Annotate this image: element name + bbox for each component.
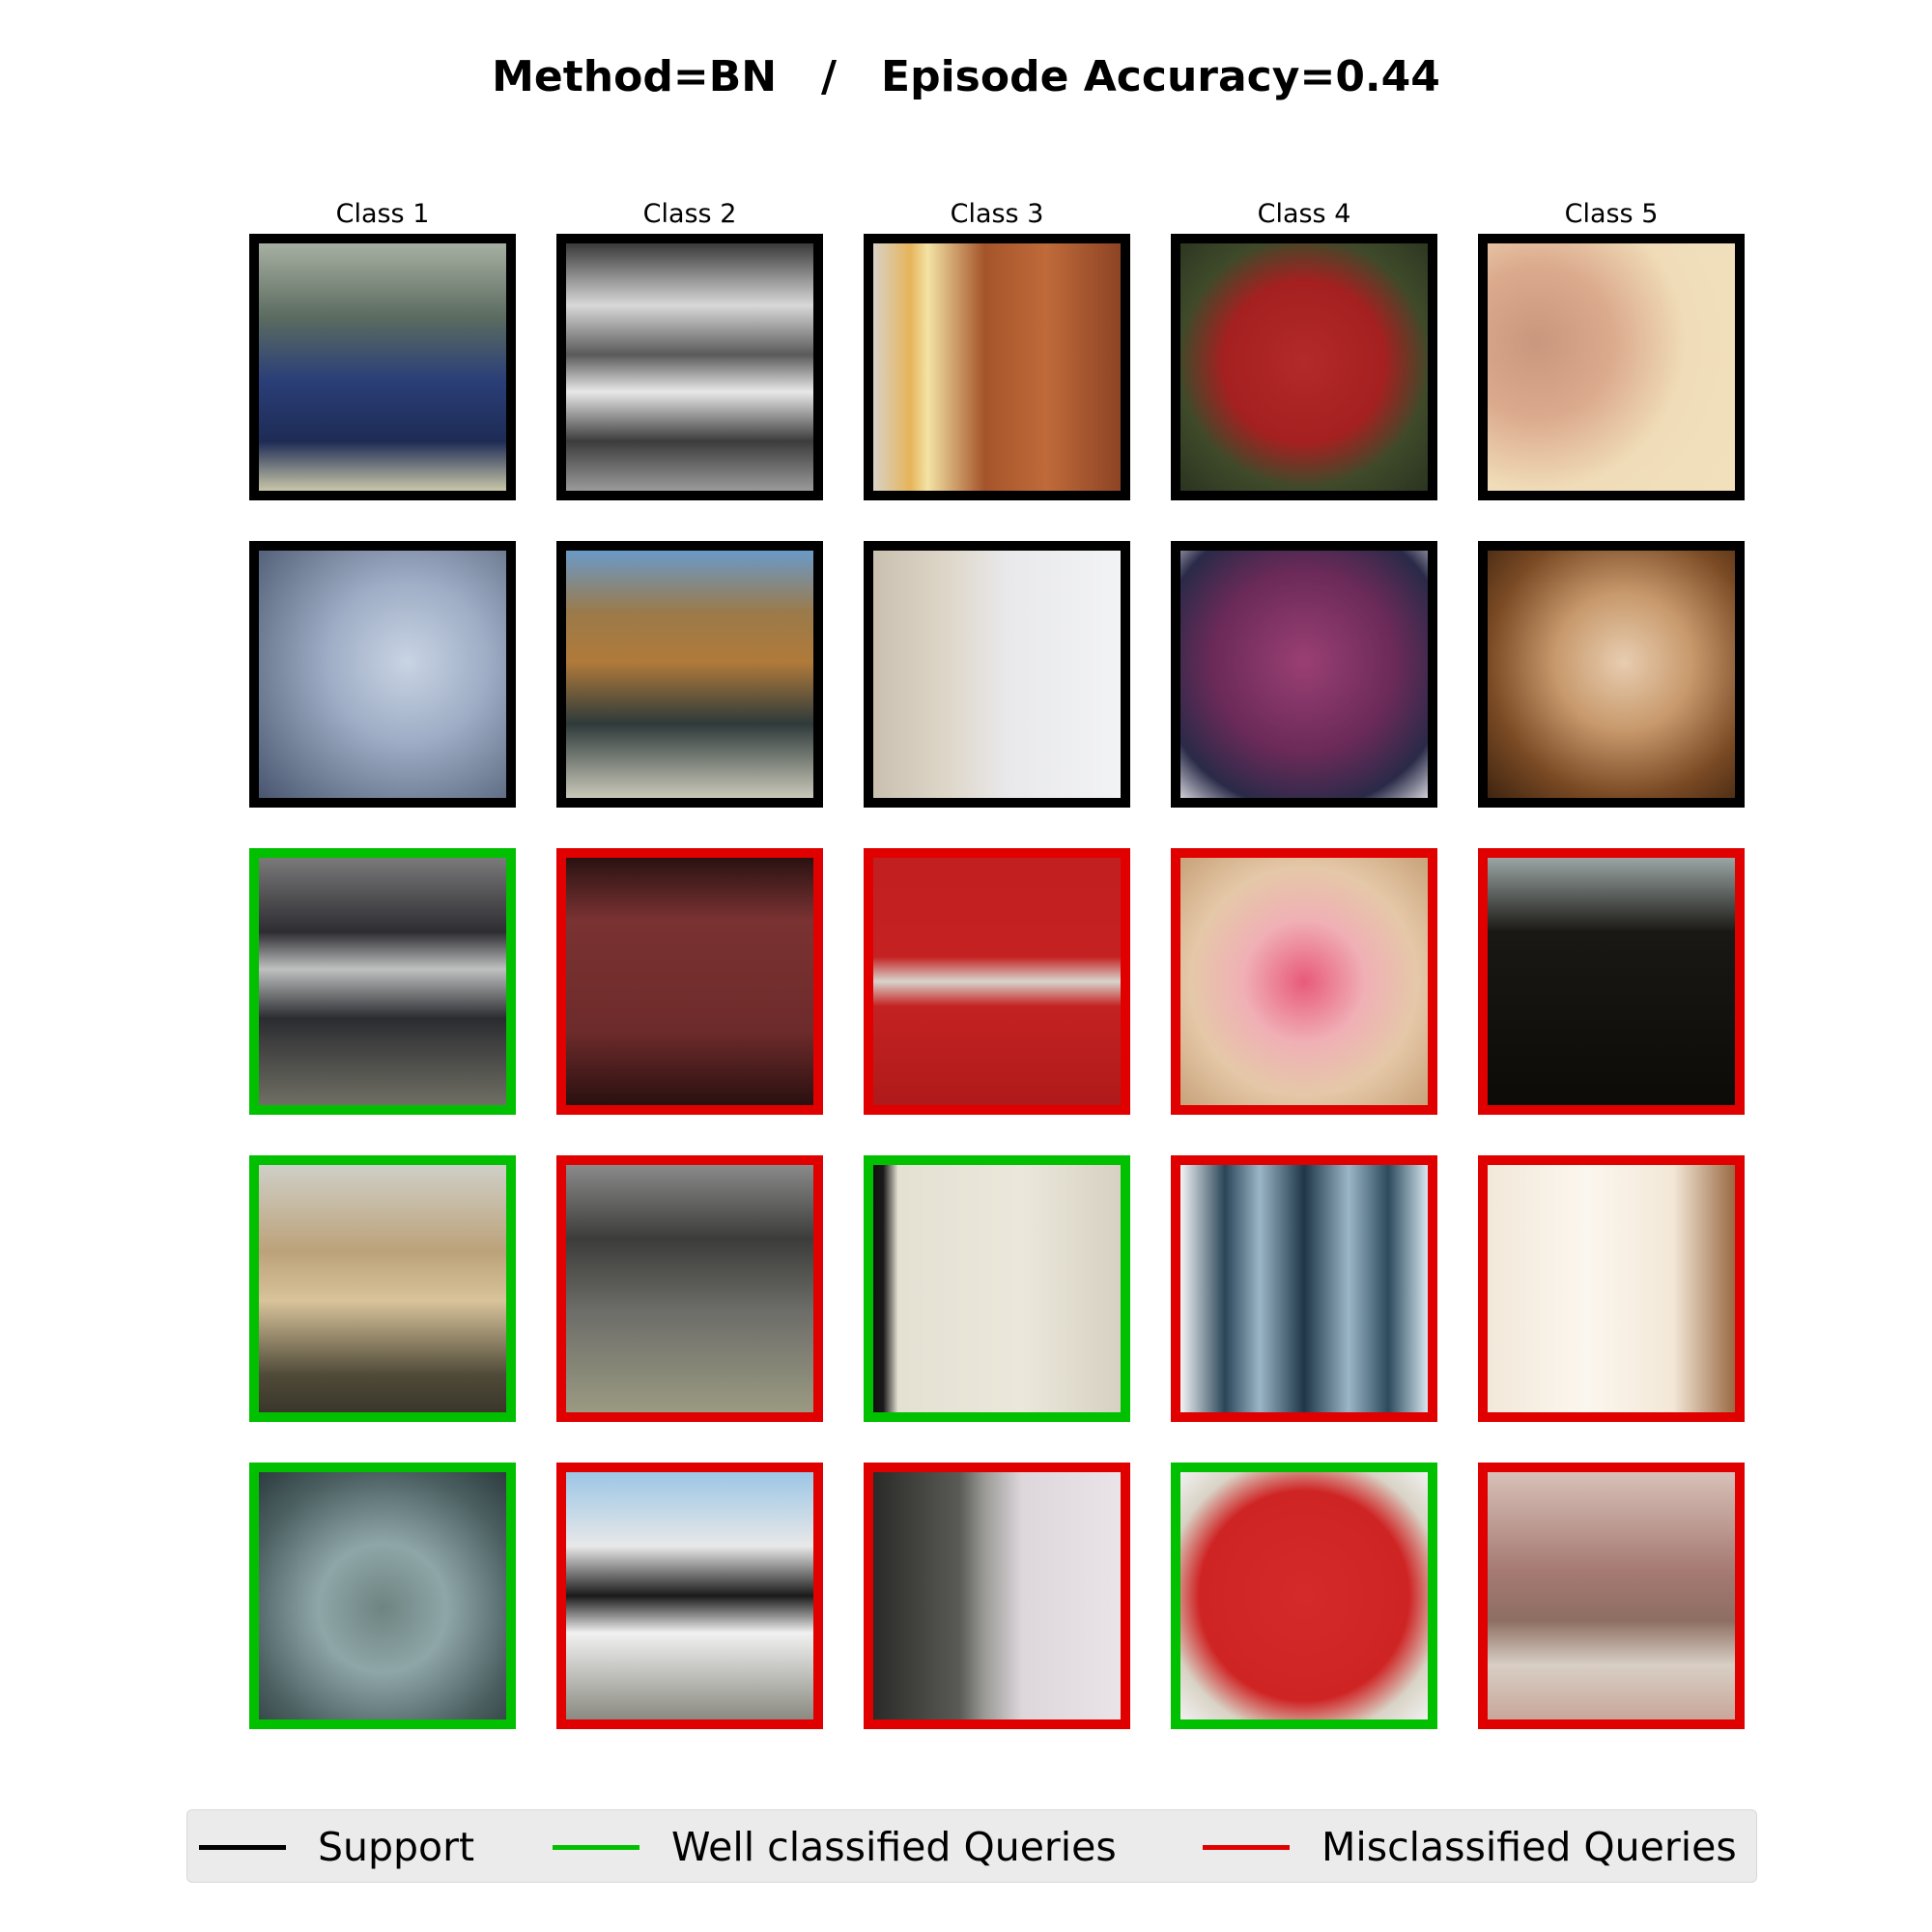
pickup-truck-image: [566, 243, 813, 491]
thumbnail-support-r2-class-4: [1171, 541, 1437, 808]
legend-label-misclassified: Misclassified Queries: [1321, 1824, 1737, 1870]
column-label-class-2: Class 2: [642, 199, 737, 229]
refrigerator-cream-image: [873, 1165, 1121, 1412]
blue-stripes-image: [1180, 1165, 1428, 1412]
legend-item-well-classified: Well classified Queries: [553, 1810, 1117, 1884]
column-label-class-3: Class 3: [950, 199, 1044, 229]
dark-surface-image: [1488, 858, 1735, 1105]
bathroom-sink-image: [1488, 551, 1735, 798]
thumbnail-support-r2-class-2: [556, 541, 823, 808]
legend-label-well-classified: Well classified Queries: [671, 1824, 1117, 1870]
thumbnail-support-r1-class-2: [556, 234, 823, 500]
figure-title: Method=BN / Episode Accuracy=0.44: [492, 52, 1440, 101]
stop-sign-pixelated-image: [1180, 858, 1428, 1105]
refrigerator-red-image: [873, 858, 1121, 1105]
refrigerator-white-image: [873, 551, 1121, 798]
column-label-class-1: Class 1: [335, 199, 430, 229]
cream-surface-image: [1488, 1165, 1735, 1412]
thumbnail-misclassified-query-r4-class-5: [1478, 1155, 1745, 1422]
thumbnail-misclassified-query-r5-class-3: [864, 1463, 1130, 1729]
thumbnail-misclassified-query-r3-class-5: [1478, 848, 1745, 1115]
thumbnail-misclassified-query-r5-class-2: [556, 1463, 823, 1729]
thumbnail-support-r1-class-4: [1171, 234, 1437, 500]
thumbnail-support-r2-class-1: [249, 541, 516, 808]
blurred-sink-image: [1488, 1472, 1735, 1719]
legend-item-misclassified: Misclassified Queries: [1203, 1810, 1737, 1884]
thumbnail-well-classified-query-r5-class-1: [249, 1463, 516, 1729]
refrigerator-door-image: [873, 1472, 1121, 1719]
porcelain-surface-image: [1488, 243, 1735, 491]
thumbnail-misclassified-query-r3-class-2: [556, 848, 823, 1115]
thumbnail-misclassified-query-r4-class-4: [1171, 1155, 1437, 1422]
thumbnail-support-r1-class-1: [249, 234, 516, 500]
cement-truck-image: [566, 1472, 813, 1719]
car-front-image: [259, 243, 506, 491]
legend-swatch-misclassified: [1203, 1844, 1290, 1850]
legend-label-support: Support: [318, 1824, 475, 1870]
thumbnail-misclassified-query-r3-class-4: [1171, 848, 1437, 1115]
thumbnail-support-r2-class-5: [1478, 541, 1745, 808]
thumbnail-well-classified-query-r4-class-3: [864, 1155, 1130, 1422]
thumbnail-support-r2-class-3: [864, 541, 1130, 808]
thumbnail-well-classified-query-r5-class-4: [1171, 1463, 1437, 1729]
car-blurred-image: [259, 551, 506, 798]
thumbnail-misclassified-query-r3-class-3: [864, 848, 1130, 1115]
legend: Support Well classified Queries Misclass…: [186, 1809, 1757, 1883]
stop-sign-held-image: [1180, 1472, 1428, 1719]
column-label-class-4: Class 4: [1257, 199, 1351, 229]
truck-fence-image: [566, 1165, 813, 1412]
thumbnail-misclassified-query-r5-class-5: [1478, 1463, 1745, 1729]
car-street-scene-image: [259, 858, 506, 1105]
car-blurred-closeup-image: [259, 1472, 506, 1719]
thumbnail-support-r1-class-5: [1478, 234, 1745, 500]
legend-swatch-well-classified: [553, 1844, 639, 1850]
stop-sign-image: [1180, 243, 1428, 491]
thumbnail-well-classified-query-r4-class-1: [249, 1155, 516, 1422]
column-label-class-5: Class 5: [1564, 199, 1659, 229]
red-truck-image: [566, 858, 813, 1105]
car-beige-image: [259, 1165, 506, 1412]
thumbnail-support-r1-class-3: [864, 234, 1130, 500]
legend-item-support: Support: [199, 1810, 474, 1884]
pickup-with-dog-cage-image: [566, 551, 813, 798]
legend-swatch-support: [199, 1844, 286, 1850]
refrigerator-handle-image: [873, 243, 1121, 491]
stop-sign-blurred-image: [1180, 551, 1428, 798]
thumbnail-well-classified-query-r3-class-1: [249, 848, 516, 1115]
thumbnail-misclassified-query-r4-class-2: [556, 1155, 823, 1422]
